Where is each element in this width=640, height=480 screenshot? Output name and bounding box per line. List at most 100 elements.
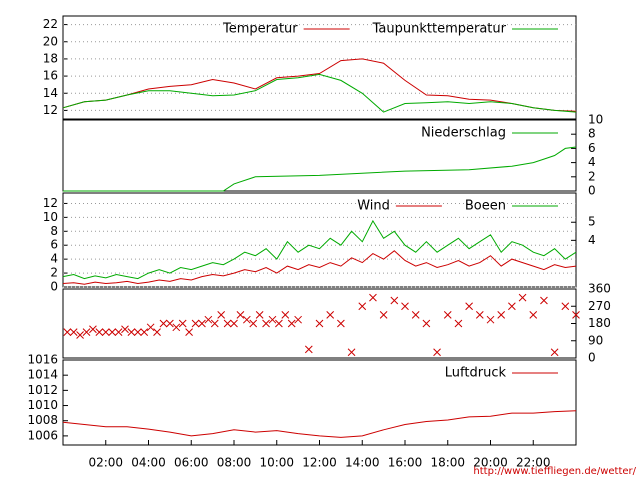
legend-label: Luftdruck [445,366,507,381]
direction-marker [294,315,302,324]
y-tick-label: 10 [43,210,58,224]
direction-marker [82,328,91,336]
x-tick-label: 04:00 [131,456,166,470]
x-tick-label: 12:00 [302,456,337,470]
direction-marker [63,328,72,336]
direction-marker [153,328,161,336]
y-tick-label: 8 [50,224,58,238]
direction-marker [114,328,123,336]
legend-label: Boeen [465,199,506,214]
y2-tick-label: 8 [588,127,596,141]
y2-tick-label: 2 [588,169,596,183]
direction-marker [127,328,136,336]
direction-marker [69,328,78,336]
direction-marker [347,348,356,357]
direction-marker [133,328,142,336]
direction-marker [518,293,527,302]
y-tick-label: 1008 [27,413,58,427]
x-tick-label: 18:00 [430,456,465,470]
footer-url: http://www.tieffliegen.de/wetter/ [473,466,636,477]
direction-marker [422,319,431,328]
direction-marker [572,311,580,319]
y-tick-label: 1010 [27,398,58,412]
legend-label: Temperatur [222,22,298,37]
direction-marker [337,319,345,328]
direction-marker [475,311,484,319]
panel-frame [62,119,577,192]
y-tick-label: 1016 [27,353,58,367]
x-tick-label: 02:00 [88,456,123,470]
direction-marker [401,302,409,311]
direction-marker [172,323,181,332]
direction-marker [230,319,238,328]
y-tick-label: 1012 [27,383,58,397]
direction-marker [497,311,506,319]
legend-label: Wind [357,199,390,214]
y2-tick-label: 180 [588,316,611,330]
y2-tick-label: 10 [588,113,603,127]
y-tick-label: 2 [50,266,58,280]
direction-marker [369,293,377,302]
direction-marker [140,328,149,336]
direction-marker [268,315,277,324]
direction-marker [358,302,367,311]
y2-tick-label: 90 [588,333,603,347]
direction-marker [411,311,420,319]
y-tick-label: 1006 [27,428,58,442]
direction-marker [561,302,570,311]
direction-marker [198,319,206,328]
direction-marker [287,319,296,328]
y-tick-label: 1014 [27,368,58,382]
y-tick-label: 0 [50,280,58,294]
y2-tick-label: 270 [588,299,611,313]
direction-marker [255,311,264,319]
legend-label: Niederschlag [421,126,506,141]
direction-marker [275,319,283,328]
y-tick-label: 4 [50,252,58,266]
y-tick-label: 12 [43,103,58,117]
direction-marker [465,302,473,311]
direction-marker [89,325,97,334]
direction-marker [550,348,559,357]
direction-marker [508,302,516,311]
direction-marker [540,296,548,305]
y2-tick-label: 4 [588,233,596,247]
series-line [62,410,577,438]
direction-marker [166,319,174,328]
y2-tick-label: 0 [588,351,596,365]
direction-marker [76,331,84,339]
direction-marker [379,311,388,319]
x-tick-label: 22:00 [516,456,551,470]
direction-marker [326,311,335,319]
direction-marker [454,319,463,328]
series-line [62,250,577,285]
direction-marker [217,311,226,319]
series-line [62,73,577,113]
y-tick-label: 20 [43,34,58,48]
x-tick-label: 06:00 [174,456,209,470]
panel-frame [62,15,577,120]
legend-label: Taupunkttemperatur [372,22,507,37]
direction-marker [210,319,219,328]
y2-tick-label: 5 [588,215,596,229]
direction-marker [185,328,193,336]
direction-marker [178,319,187,328]
direction-marker [262,319,270,328]
direction-marker [204,315,213,324]
direction-marker [159,319,168,328]
direction-marker [242,315,251,324]
series-line [62,219,577,280]
y-tick-label: 18 [43,51,58,65]
direction-marker [101,328,110,336]
y2-tick-label: 0 [588,184,596,198]
direction-marker [443,311,452,319]
x-tick-label: 20:00 [473,456,508,470]
direction-marker [249,319,258,328]
series-line [62,58,577,112]
y-tick-label: 22 [43,17,58,31]
direction-marker [95,328,104,336]
y-tick-label: 14 [43,86,58,100]
direction-marker [304,345,313,354]
